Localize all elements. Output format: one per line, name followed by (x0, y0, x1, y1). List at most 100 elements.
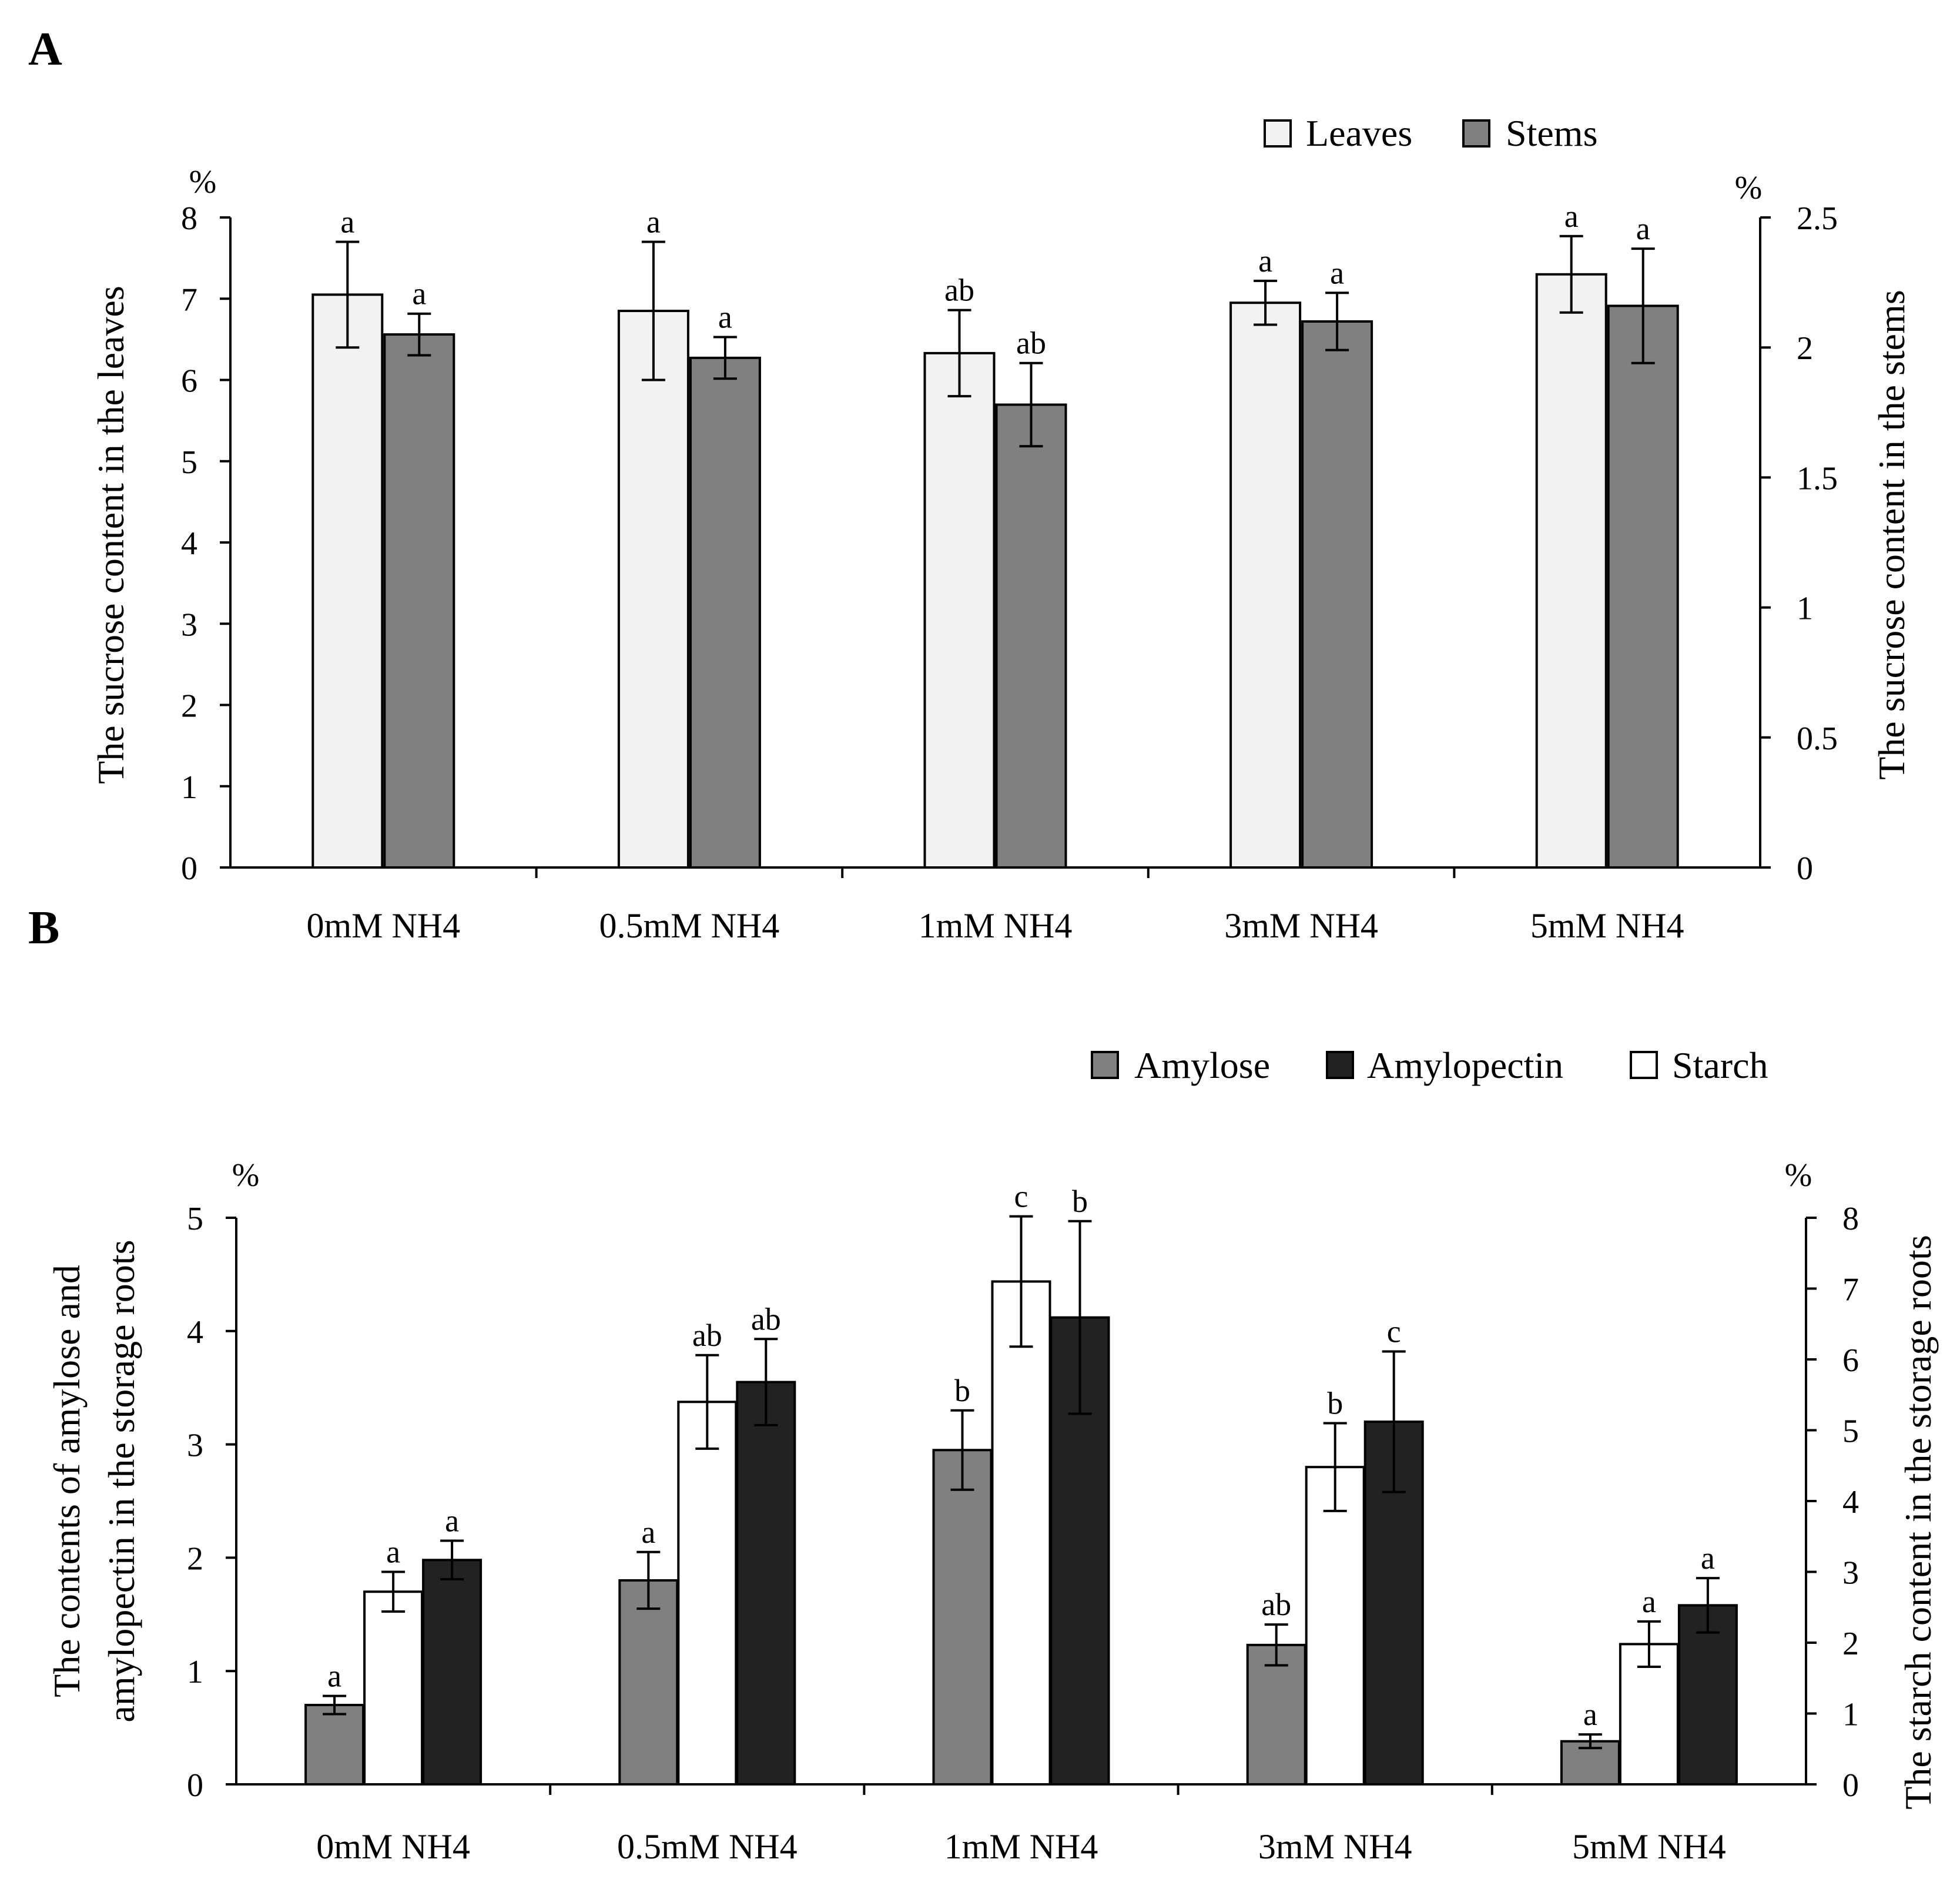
panel-label-b: B (28, 902, 59, 954)
panel-b-category-label: 1mM NH4 (944, 1827, 1098, 1866)
panel-b-right-tick-label: 6 (1842, 1342, 1859, 1379)
significance-letter-leaves: a (646, 204, 661, 239)
significance-letter-stems: a (1330, 255, 1344, 290)
significance-letter-leaves: a (340, 204, 354, 239)
panel-a-right-tick-label: 0 (1797, 850, 1813, 887)
legend-swatch-amylopectin (1326, 1051, 1354, 1079)
panel-a-left-tick-label: 6 (181, 363, 197, 400)
significance-letter-leaves: a (1564, 199, 1579, 234)
bar-amylopectin-0-5mm-nh4 (736, 1381, 796, 1786)
panel-b-right-tick-label: 1 (1842, 1697, 1859, 1733)
bar-stems-3mm-nh4 (1301, 320, 1373, 869)
panel-a-right-tick-label: 1 (1797, 591, 1813, 627)
panel-b-right-tick-label: 5 (1842, 1413, 1859, 1450)
panel-b-left-tick-label: 3 (187, 1428, 203, 1464)
significance-letter-amylose: a (641, 1515, 655, 1550)
significance-letter-amylose: a (327, 1659, 341, 1694)
significance-letter-amylopectin: a (445, 1503, 459, 1538)
bar-starch-3mm-nh4 (1305, 1466, 1365, 1786)
panel-b-right-tick-label: 2 (1842, 1626, 1859, 1662)
significance-letter-leaves: a (1258, 243, 1272, 279)
chart-panel-a: The sucrose content in the leaves The su… (90, 112, 1912, 945)
significance-letter-amylose: b (954, 1373, 970, 1408)
panel-b-right-tick-label: 4 (1842, 1484, 1859, 1520)
panel-b-left-axis-title-line2: amylopectin in the storage roots (100, 1240, 142, 1722)
panel-b-left-tick-label: 5 (187, 1201, 203, 1237)
panel-a-legend: Leaves Stems (1264, 112, 1597, 154)
legend-label-amylopectin: Amylopectin (1367, 1044, 1563, 1086)
legend-swatch-amylose (1091, 1051, 1119, 1079)
significance-letter-amylose: ab (1261, 1587, 1291, 1622)
panel-b-right-tick-label: 7 (1842, 1272, 1859, 1308)
bar-starch-0-5mm-nh4 (677, 1401, 738, 1786)
significance-letter-amylopectin: c (1387, 1314, 1401, 1349)
panel-a-left-tick-label: 0 (181, 850, 197, 887)
bar-starch-0mm-nh4 (363, 1590, 424, 1786)
significance-letter-amylose: a (1583, 1697, 1597, 1732)
significance-letter-amylopectin: a (1701, 1540, 1715, 1576)
significance-letter-stems: a (718, 300, 732, 335)
panel-b-left-tick-label: 4 (187, 1314, 203, 1351)
legend-label-stems: Stems (1506, 112, 1597, 154)
panel-b-category-label: 0mM NH4 (316, 1827, 470, 1866)
panel-b-legend: Amylose Amylopectin Starch (1091, 1044, 1768, 1086)
bar-stems-0-5mm-nh4 (689, 356, 761, 869)
panel-a-category-label: 1mM NH4 (919, 906, 1073, 945)
panel-a-right-tick-label: 2 (1797, 330, 1813, 367)
panel-a-left-tick-label: 5 (181, 444, 197, 481)
bar-leaves-3mm-nh4 (1229, 302, 1302, 869)
significance-letter-leaves: ab (944, 273, 974, 308)
significance-letter-stems: a (412, 276, 426, 311)
significance-letter-amylopectin: b (1072, 1184, 1088, 1219)
significance-letter-starch: b (1327, 1385, 1343, 1421)
panel-b-left-tick-label: 2 (187, 1540, 203, 1577)
panel-a-category-label: 0.5mM NH4 (599, 906, 780, 945)
panel-a-right-tick-label: 1.5 (1797, 460, 1838, 497)
panel-b-right-tick-label: 3 (1842, 1555, 1859, 1592)
bar-amylose-1mm-nh4 (932, 1449, 993, 1786)
significance-letter-starch: a (386, 1535, 400, 1570)
bar-leaves-1mm-nh4 (923, 351, 996, 869)
panel-b-right-axis-title: The starch content in the storage roots (1897, 1235, 1939, 1809)
bar-stems-5mm-nh4 (1607, 304, 1679, 869)
legend-swatch-starch (1630, 1051, 1658, 1079)
chart-panel-b: The contents of amylose and amylopectin … (46, 1044, 1939, 1866)
bar-leaves-0mm-nh4 (311, 293, 384, 869)
significance-letter-starch: a (1642, 1584, 1656, 1619)
panel-b-category-label: 5mM NH4 (1572, 1827, 1726, 1866)
panel-b-category-label: 0.5mM NH4 (617, 1827, 798, 1866)
panel-a-left-axis-title: The sucrose content in the leaves (90, 286, 132, 784)
significance-letter-amylopectin: ab (751, 1301, 781, 1336)
legend-label-leaves: Leaves (1306, 112, 1412, 154)
bar-leaves-0-5mm-nh4 (617, 309, 689, 869)
panel-a-left-tick-label: 1 (181, 769, 197, 806)
panel-a-category-label: 5mM NH4 (1530, 906, 1684, 945)
panel-b-category-label: 3mM NH4 (1258, 1827, 1412, 1866)
panel-b-left-tick-label: 1 (187, 1654, 203, 1690)
panel-a-category-label: 0mM NH4 (306, 906, 460, 945)
panel-a-category-label: 3mM NH4 (1224, 906, 1378, 945)
significance-letter-stems: a (1636, 211, 1650, 246)
panel-a-right-tick-label: 2.5 (1797, 200, 1838, 237)
legend-label-amylose: Amylose (1134, 1044, 1270, 1086)
legend-label-starch: Starch (1672, 1044, 1768, 1086)
significance-letter-starch: ab (692, 1318, 722, 1353)
panel-b-left-axis-title-line1: The contents of amylose and (46, 1265, 88, 1697)
bar-amylose-0-5mm-nh4 (618, 1579, 679, 1786)
panel-a-left-tick-label: 7 (181, 282, 197, 318)
panel-a-left-tick-label: 2 (181, 688, 197, 725)
panel-b-right-tick-label: 0 (1842, 1767, 1859, 1804)
significance-letter-stems: ab (1016, 326, 1046, 361)
bar-starch-1mm-nh4 (991, 1280, 1051, 1786)
panel-a-right-tick-label: 0.5 (1797, 721, 1838, 757)
bar-stems-1mm-nh4 (995, 403, 1067, 869)
panel-a-right-axis-title: The sucrose content in the stems (1871, 290, 1912, 780)
bar-stems-0mm-nh4 (383, 333, 455, 869)
panel-a-left-tick-label: 8 (181, 200, 197, 237)
legend-swatch-stems (1462, 119, 1490, 148)
panel-a-left-unit: % (189, 164, 217, 200)
bar-amylopectin-0mm-nh4 (422, 1559, 483, 1786)
significance-letter-starch: c (1014, 1179, 1028, 1214)
panel-b-right-tick-label: 8 (1842, 1201, 1859, 1237)
